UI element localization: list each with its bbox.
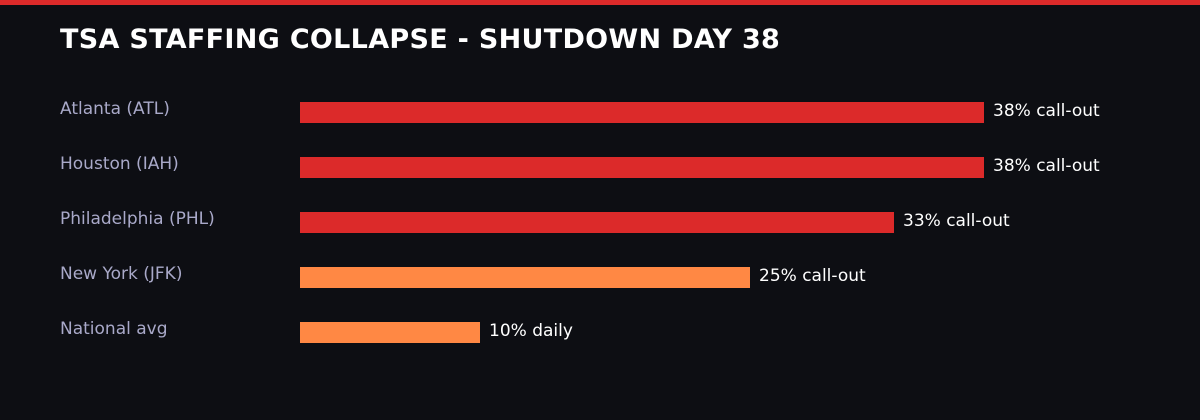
bar: [300, 102, 984, 123]
bar-label: National avg: [60, 319, 168, 339]
chart-title: TSA STAFFING COLLAPSE - SHUTDOWN DAY 38: [60, 24, 781, 55]
bar: [300, 267, 750, 288]
bar-row-jfk: New York (JFK) 25% call-out: [0, 264, 1200, 289]
bar-value: 25% call-out: [759, 266, 866, 286]
bar-value: 38% call-out: [993, 101, 1100, 121]
bar-label: Philadelphia (PHL): [60, 209, 215, 229]
bar: [300, 322, 480, 343]
bar-row-iah: Houston (IAH) 38% call-out: [0, 154, 1200, 179]
bar: [300, 157, 984, 178]
bar-row-national-avg: National avg 10% daily: [0, 319, 1200, 344]
bar-value: 33% call-out: [903, 211, 1010, 231]
bar-row-phl: Philadelphia (PHL) 33% call-out: [0, 209, 1200, 234]
bar-label: Houston (IAH): [60, 154, 179, 174]
bar-value: 10% daily: [489, 321, 573, 341]
bar-value: 38% call-out: [993, 156, 1100, 176]
bar-label: Atlanta (ATL): [60, 99, 170, 119]
bar: [300, 212, 894, 233]
bar-row-atl: Atlanta (ATL) 38% call-out: [0, 99, 1200, 124]
accent-top-bar: [0, 0, 1200, 5]
bar-label: New York (JFK): [60, 264, 183, 284]
